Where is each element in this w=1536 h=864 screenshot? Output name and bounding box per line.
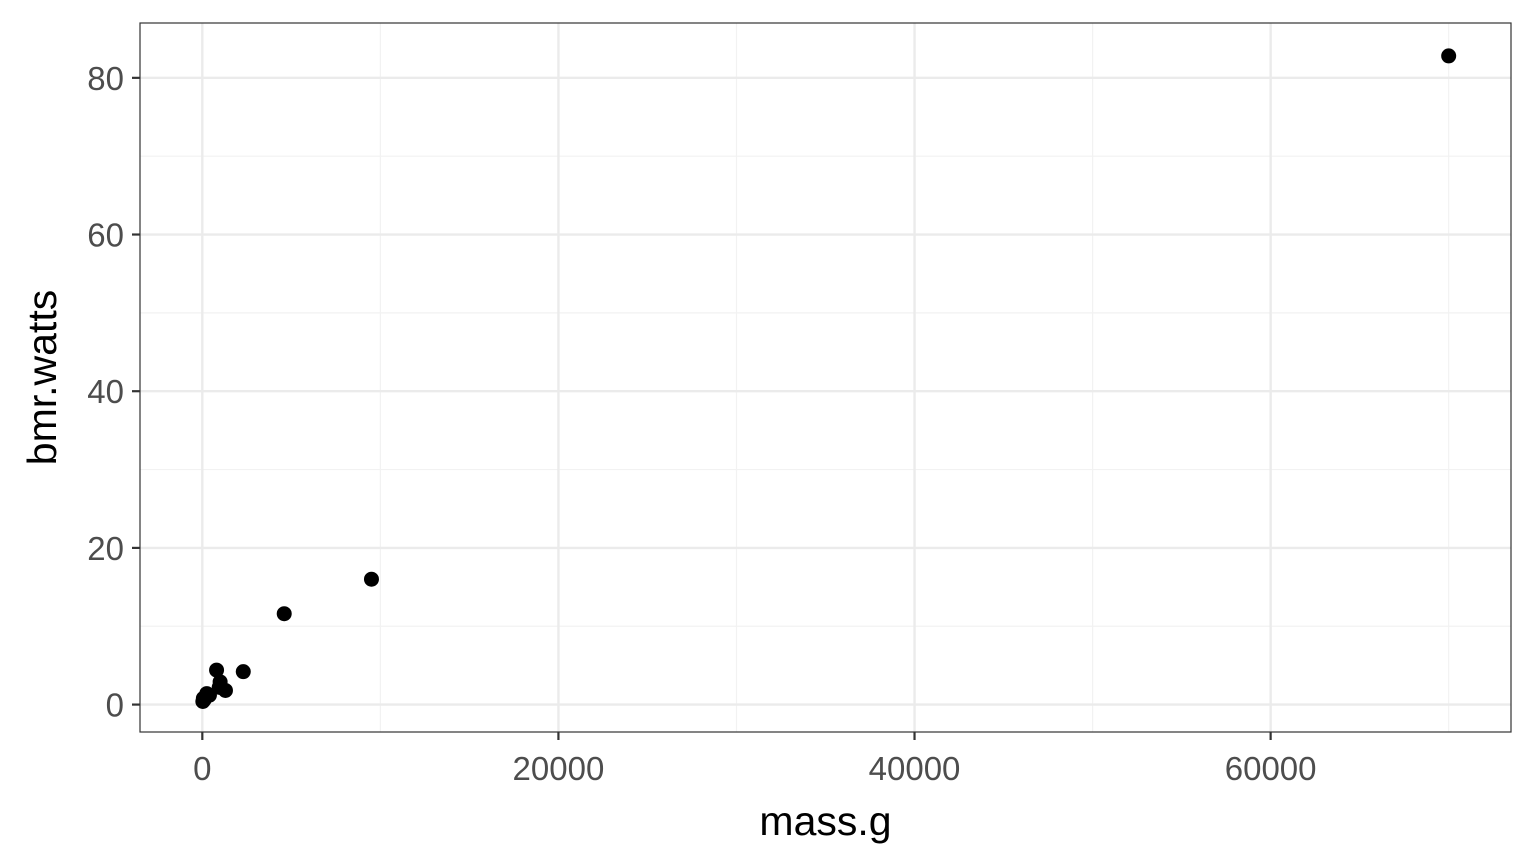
major-gridlines (140, 23, 1511, 732)
x-axis: 0 20000 40000 60000 (193, 732, 1317, 787)
x-tick-label: 40000 (869, 750, 961, 787)
data-point (209, 662, 225, 678)
data-point (276, 606, 292, 622)
data-point (201, 687, 217, 703)
plot-panel-border (139, 22, 1512, 733)
data-point (363, 571, 379, 587)
x-axis-title: mass.g (759, 798, 891, 844)
x-tick-label: 0 (193, 750, 211, 787)
y-axis: 0 20 40 60 80 (87, 60, 140, 724)
y-tick-label: 0 (106, 687, 124, 724)
data-point (235, 664, 251, 680)
x-tick-label: 20000 (513, 750, 605, 787)
y-axis-title: bmr.watts (19, 290, 65, 465)
minor-gridlines (140, 23, 1511, 732)
data-points (195, 48, 1457, 709)
y-tick-label: 40 (87, 373, 124, 410)
y-tick-label: 20 (87, 530, 124, 567)
x-tick-label: 60000 (1225, 750, 1317, 787)
y-tick-label: 60 (87, 217, 124, 254)
y-tick-label: 80 (87, 60, 124, 97)
data-point (1441, 48, 1457, 64)
